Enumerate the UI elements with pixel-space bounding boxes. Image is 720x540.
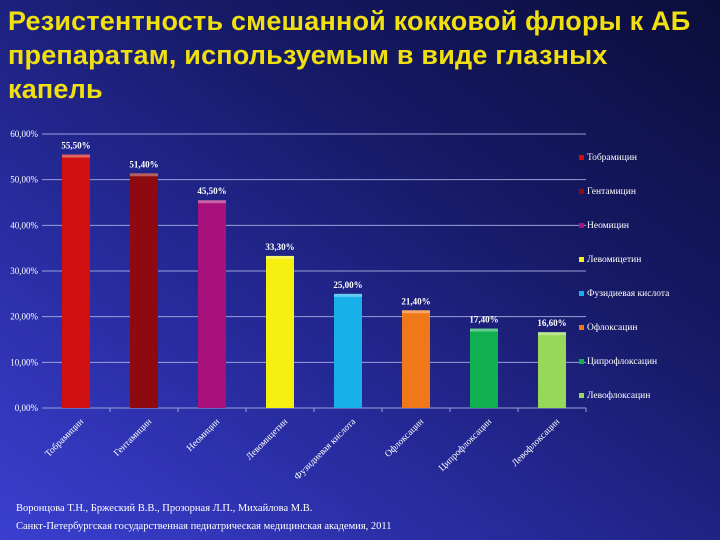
bar-highlight <box>62 154 90 158</box>
y-tick-label: 50,00% <box>10 175 38 185</box>
bar-highlight <box>130 173 158 177</box>
data-label: 33,30% <box>265 242 294 252</box>
y-tick-label: 10,00% <box>10 357 38 367</box>
bar <box>266 255 294 408</box>
data-label: 16,60% <box>537 318 566 328</box>
bar <box>130 173 158 408</box>
data-label: 51,40% <box>129 159 158 169</box>
bar <box>470 328 498 408</box>
bar-highlight <box>470 328 498 332</box>
y-tick-label: 30,00% <box>10 266 38 276</box>
data-label: 25,00% <box>333 280 362 290</box>
x-tick-label: Офлоксацин <box>383 416 426 459</box>
legend-entry: Ципрофлоксацин <box>587 356 657 367</box>
credits: Воронцова Т.Н., Бржеский В.В., Прозорная… <box>16 500 392 536</box>
bar-highlight <box>538 332 566 336</box>
legend-swatch <box>579 189 584 194</box>
legend-entry: Гентамицин <box>587 187 636 197</box>
data-label: 45,50% <box>197 186 226 196</box>
slide-title: Резистентность смешанной кокковой флоры … <box>8 6 691 104</box>
bar-highlight <box>266 255 294 259</box>
legend-entry: Неомицин <box>587 221 629 231</box>
y-tick-label: 20,00% <box>10 312 38 322</box>
data-label: 17,40% <box>469 315 498 325</box>
credits-institution: Санкт-Петербургская государственная педи… <box>16 521 392 532</box>
legend-swatch <box>579 359 584 364</box>
bar-highlight <box>198 200 226 204</box>
x-tick-label: Фузидиевая кислота <box>293 417 359 483</box>
bar <box>538 332 566 408</box>
bar <box>198 200 226 408</box>
legend-swatch <box>579 291 584 296</box>
legend-entry: Левофлоксацин <box>587 390 650 401</box>
y-tick-label: 60,00% <box>10 129 38 139</box>
y-tick-label: 40,00% <box>10 220 38 230</box>
y-tick-label: 0,00% <box>15 403 39 413</box>
legend-entry: Тобрамицин <box>587 152 637 163</box>
data-label: 55,50% <box>61 141 90 151</box>
x-tick-label: Левофлоксацин <box>510 416 563 469</box>
legend-swatch <box>579 155 584 160</box>
x-tick-label: Неомицин <box>185 417 222 454</box>
data-label: 21,40% <box>401 296 430 306</box>
legend-swatch <box>579 257 584 262</box>
bar-highlight <box>402 310 430 314</box>
x-tick-label: Гентамицин <box>112 417 154 459</box>
bar <box>402 310 430 408</box>
legend-entry: Левомицетин <box>587 255 641 265</box>
x-tick-label: Тобрамицин <box>43 416 86 459</box>
bar <box>62 154 90 408</box>
bar-highlight <box>334 293 362 297</box>
legend-swatch <box>579 393 584 398</box>
legend-swatch <box>579 223 584 228</box>
legend-swatch <box>579 325 584 330</box>
legend-entry: Офлоксацин <box>587 322 637 333</box>
credits-authors: Воронцова Т.Н., Бржеский В.В., Прозорная… <box>16 503 313 514</box>
x-tick-label: Ципрофлоксацин <box>437 416 494 473</box>
legend-entry: Фузидиевая кислота <box>587 289 670 299</box>
x-tick-label: Левомицетин <box>245 417 290 462</box>
bar <box>334 293 362 408</box>
